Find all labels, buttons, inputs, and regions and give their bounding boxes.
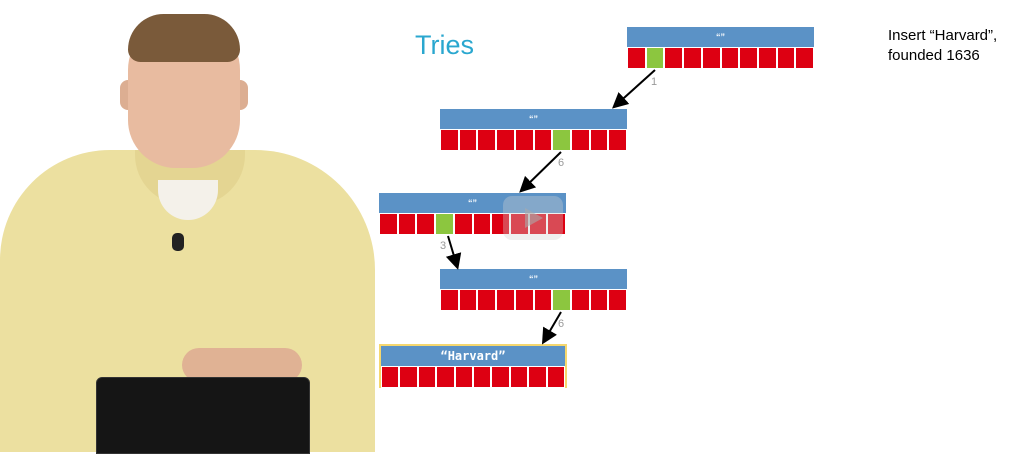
child-slot [547, 213, 567, 235]
presenter-hair [128, 14, 240, 62]
child-slot [477, 289, 497, 311]
child-slot [454, 366, 474, 388]
child-slot [739, 47, 758, 69]
child-slot-selected [552, 129, 571, 151]
trie-node-leaf: “Harvard” [379, 344, 567, 388]
child-slot [627, 47, 646, 69]
child-slot [720, 47, 740, 69]
child-slot [757, 47, 777, 69]
child-slot [608, 129, 628, 151]
child-slot [453, 213, 473, 235]
child-slot [570, 289, 590, 311]
digit-label: 6 [558, 157, 565, 169]
child-slot [491, 366, 510, 388]
child-slot [436, 366, 455, 388]
child-slot [417, 366, 437, 388]
trie-node-level-2: “” [379, 193, 567, 235]
child-slot [776, 47, 796, 69]
digit-label: 3 [440, 240, 447, 252]
child-slot-selected [645, 47, 665, 69]
child-slot [546, 366, 566, 388]
child-slot [664, 47, 684, 69]
trie-node-level-1: “” [440, 109, 628, 151]
presenter-video [0, 0, 380, 454]
child-slot [381, 366, 400, 388]
child-slot [440, 129, 459, 151]
digit-label: 1 [651, 76, 658, 88]
play-triangle-icon [525, 208, 543, 228]
child-slot [701, 47, 721, 69]
child-slot [509, 366, 529, 388]
child-slot [477, 129, 497, 151]
child-slot [589, 129, 609, 151]
pointer-arrow [519, 151, 562, 193]
child-slot [472, 213, 492, 235]
child-slot [570, 129, 590, 151]
task-line: founded 1636 [888, 47, 980, 64]
task-line: Insert “Harvard”, [888, 27, 998, 44]
node-label: “” [440, 109, 627, 129]
child-slot [491, 213, 510, 235]
presenter-hand [182, 348, 302, 382]
laptop [96, 377, 310, 454]
task-description: Insert “Harvard”, founded 1636 [888, 26, 997, 66]
child-slot [533, 289, 553, 311]
child-slot [528, 366, 547, 388]
child-slot [458, 129, 478, 151]
node-children-array [381, 366, 566, 388]
child-slot [683, 47, 702, 69]
child-slot [533, 129, 553, 151]
pointer-arrow [612, 69, 656, 109]
child-slot [514, 129, 534, 151]
child-slot [399, 366, 418, 388]
node-label: “” [440, 269, 627, 289]
child-slot [608, 289, 628, 311]
child-slot [496, 129, 515, 151]
trie-node-root: “” [627, 27, 815, 69]
pointer-arrow [445, 235, 462, 270]
node-children-array [379, 213, 567, 235]
child-slot [379, 213, 398, 235]
node-label: “” [627, 27, 814, 47]
node-children-array [627, 47, 815, 69]
child-slot-selected [435, 213, 454, 235]
lapel-mic-icon [172, 233, 184, 251]
child-slot-selected [552, 289, 571, 311]
child-slot [496, 289, 515, 311]
slide-title: Tries [415, 30, 474, 60]
digit-label: 6 [558, 318, 565, 330]
child-slot [514, 289, 534, 311]
node-children-array [440, 289, 628, 311]
node-label: “” [379, 193, 566, 213]
node-children-array [440, 129, 628, 151]
child-slot [458, 289, 478, 311]
pointer-arrow [541, 311, 562, 345]
child-slot [397, 213, 417, 235]
child-slot [589, 289, 609, 311]
child-slot [473, 366, 492, 388]
child-slot [440, 289, 459, 311]
child-slot [416, 213, 436, 235]
trie-node-level-3: “” [440, 269, 628, 311]
child-slot [795, 47, 815, 69]
node-label-harvard: “Harvard” [381, 346, 565, 366]
play-button-icon[interactable] [503, 196, 563, 240]
